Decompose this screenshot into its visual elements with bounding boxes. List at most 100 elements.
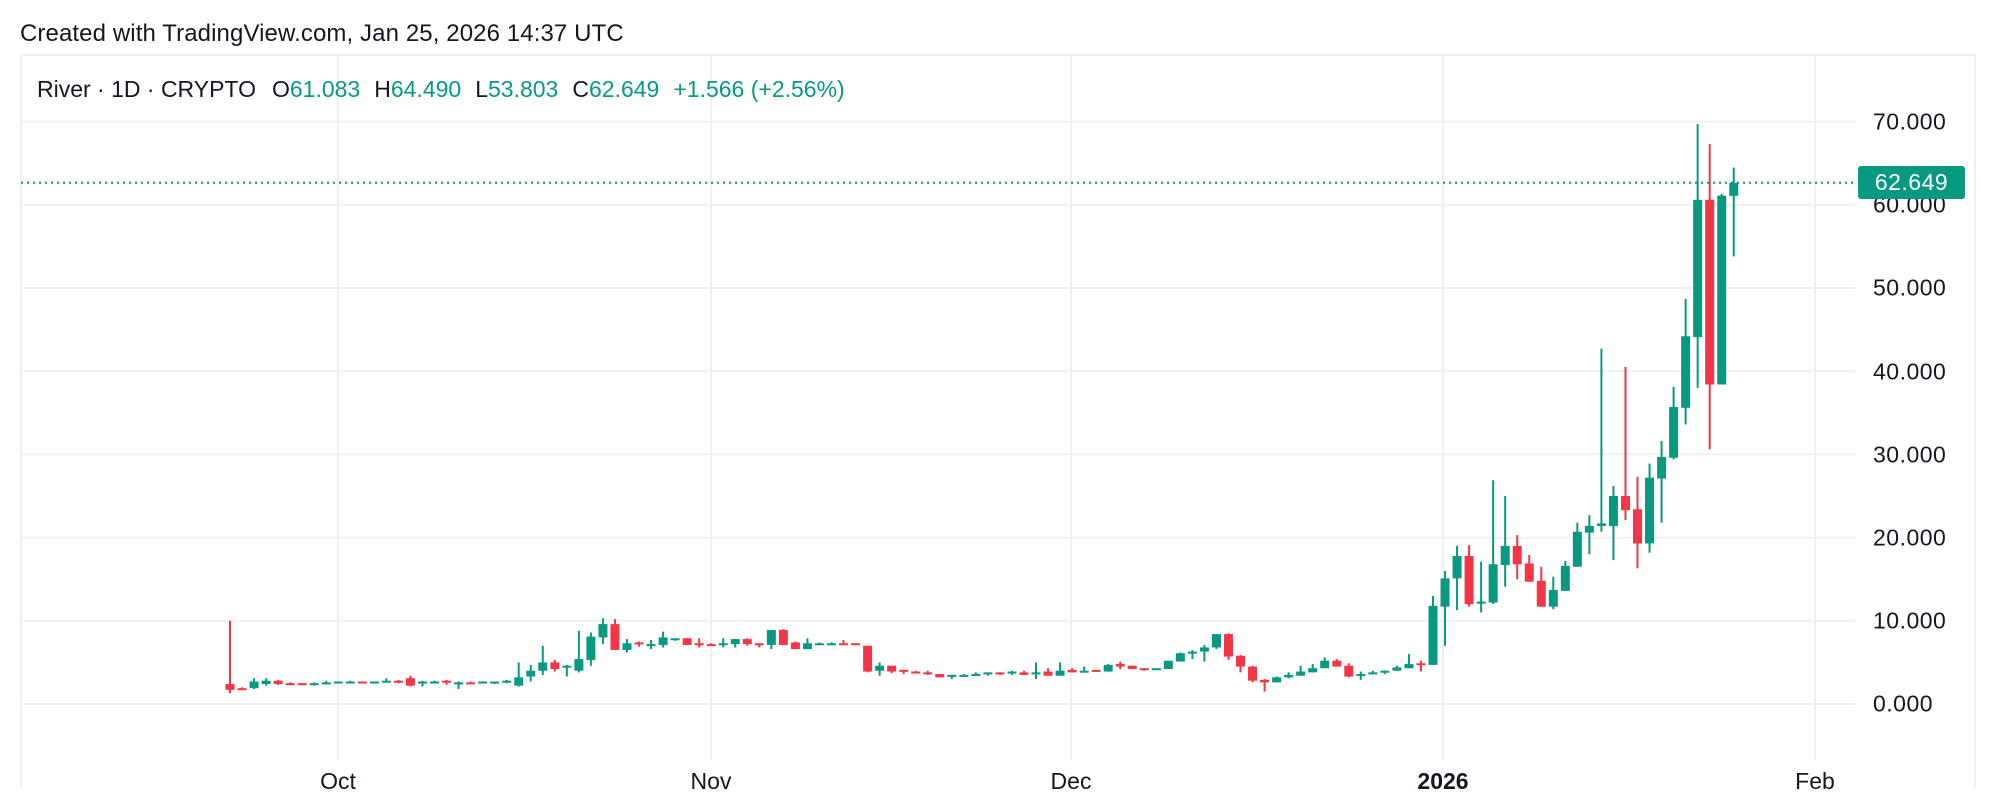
candle-body-up	[586, 636, 596, 660]
candle-body-up	[1007, 671, 1017, 674]
candle-body-down	[1633, 509, 1643, 544]
candle-body-down	[863, 645, 873, 672]
candle-body-down	[1043, 671, 1053, 676]
high-key: H	[374, 76, 391, 102]
candle-body-down	[1091, 669, 1101, 672]
candle-body-down	[1127, 665, 1137, 670]
candle-body-down	[694, 643, 704, 646]
candle-body-down	[237, 688, 247, 691]
candle-body-down	[851, 643, 861, 646]
candle-body-up	[1199, 647, 1209, 652]
change-value: +1.566 (+2.56%)	[673, 76, 845, 102]
created-with-caption: Created with TradingView.com, Jan 25, 20…	[20, 20, 624, 47]
candle-body-up	[1560, 565, 1570, 591]
candle-body-down	[839, 643, 849, 646]
candle-body-down	[1705, 199, 1715, 385]
candle-body-down	[285, 683, 295, 686]
candle-body-up	[1428, 605, 1438, 665]
price-tick-70: 70.000	[1873, 108, 1947, 135]
candle-body-up	[766, 629, 776, 645]
candle-body-up	[1548, 590, 1558, 607]
candle-body-up	[1608, 496, 1618, 526]
candle-body-up	[1681, 336, 1691, 408]
candle-body-up	[1163, 660, 1173, 670]
open-key: O	[271, 76, 290, 102]
candle-body-down	[225, 684, 235, 690]
candle-body-up	[947, 674, 957, 677]
price-tick-20: 20.000	[1873, 524, 1947, 551]
candle-body-down	[1332, 660, 1342, 667]
candle-body-up	[1572, 531, 1582, 567]
candle-body-down	[778, 629, 788, 645]
candle-body-up	[1320, 660, 1330, 669]
candle-body-down	[1223, 634, 1233, 657]
candle-body-up	[1717, 195, 1727, 385]
candle-body-down	[899, 669, 909, 672]
candle-body-down	[610, 624, 620, 650]
chart-frame	[20, 54, 1976, 788]
candle-body-down	[1416, 663, 1426, 666]
candle-body-up	[1175, 653, 1185, 662]
candle-body-up	[454, 682, 464, 685]
candle-body-up	[827, 643, 836, 646]
time-tick-nov: Nov	[690, 768, 732, 794]
candle-body-up	[658, 637, 668, 645]
candle-body-up	[249, 681, 259, 689]
candle-body-up	[1031, 672, 1041, 675]
candle-body-down	[1536, 580, 1546, 607]
candle-body-up	[983, 672, 993, 675]
candle-body-down	[442, 680, 452, 683]
candle-body-up	[1103, 664, 1113, 672]
candle-body-down	[682, 638, 692, 645]
candle-body-up	[514, 677, 524, 686]
candle-body-up	[730, 639, 740, 645]
candle-body-up	[1500, 545, 1510, 566]
symbol-label[interactable]: River · 1D · CRYPTO	[37, 76, 256, 102]
candle-body-down	[466, 682, 476, 685]
candle-body-down	[887, 665, 897, 672]
candle-body-down	[754, 643, 764, 646]
candle-body-up	[802, 643, 812, 650]
candle-body-down	[1620, 496, 1630, 511]
time-tick-2026: 2026	[1417, 768, 1469, 794]
candle-body-down	[1139, 668, 1149, 671]
candle-body-up	[1272, 677, 1282, 683]
close-key: C	[572, 76, 589, 102]
candle-body-up	[333, 681, 343, 684]
ohlc-legend: River · 1D · CRYPTO O 61.083 H 64.490 L 53.…	[37, 76, 845, 103]
candle-body-down	[393, 680, 403, 683]
high-value: 64.490	[390, 76, 462, 102]
time-tick-dec: Dec	[1050, 768, 1092, 794]
candle-body-up	[490, 681, 500, 684]
price-tick-0: 0.000	[1873, 690, 1934, 717]
candle-body-down	[1067, 669, 1077, 673]
candle-body-up	[1284, 674, 1294, 678]
candle-body-down	[1512, 545, 1522, 565]
candle-body-down	[790, 642, 800, 650]
candle-body-up	[1476, 601, 1486, 604]
candle-body-down	[1115, 664, 1125, 667]
candle-body-up	[670, 638, 680, 641]
low-key: L	[475, 76, 488, 102]
candle-body-up	[345, 681, 355, 684]
candle-body-up	[622, 643, 632, 650]
candle-body-up	[1356, 674, 1366, 677]
candle-body-up	[369, 681, 379, 684]
candle-body-up	[1151, 668, 1161, 671]
candle-body-up	[1368, 672, 1378, 675]
candle-body-down	[634, 642, 644, 645]
candle-body-up	[1404, 664, 1414, 669]
candle-body-down	[935, 674, 945, 678]
price-tick-50: 50.000	[1873, 274, 1947, 301]
candle-body-up	[875, 665, 885, 671]
candle-body-up	[1308, 668, 1318, 673]
candle-body-up	[1645, 477, 1655, 544]
candle-body-up	[417, 681, 427, 684]
candle-body-up	[1584, 525, 1594, 533]
candle-body-up	[381, 680, 391, 683]
candle-body-down	[1524, 563, 1534, 582]
candle-body-down	[1464, 555, 1474, 605]
price-tick-40: 40.000	[1873, 358, 1947, 385]
candle-body-up	[1452, 555, 1462, 579]
